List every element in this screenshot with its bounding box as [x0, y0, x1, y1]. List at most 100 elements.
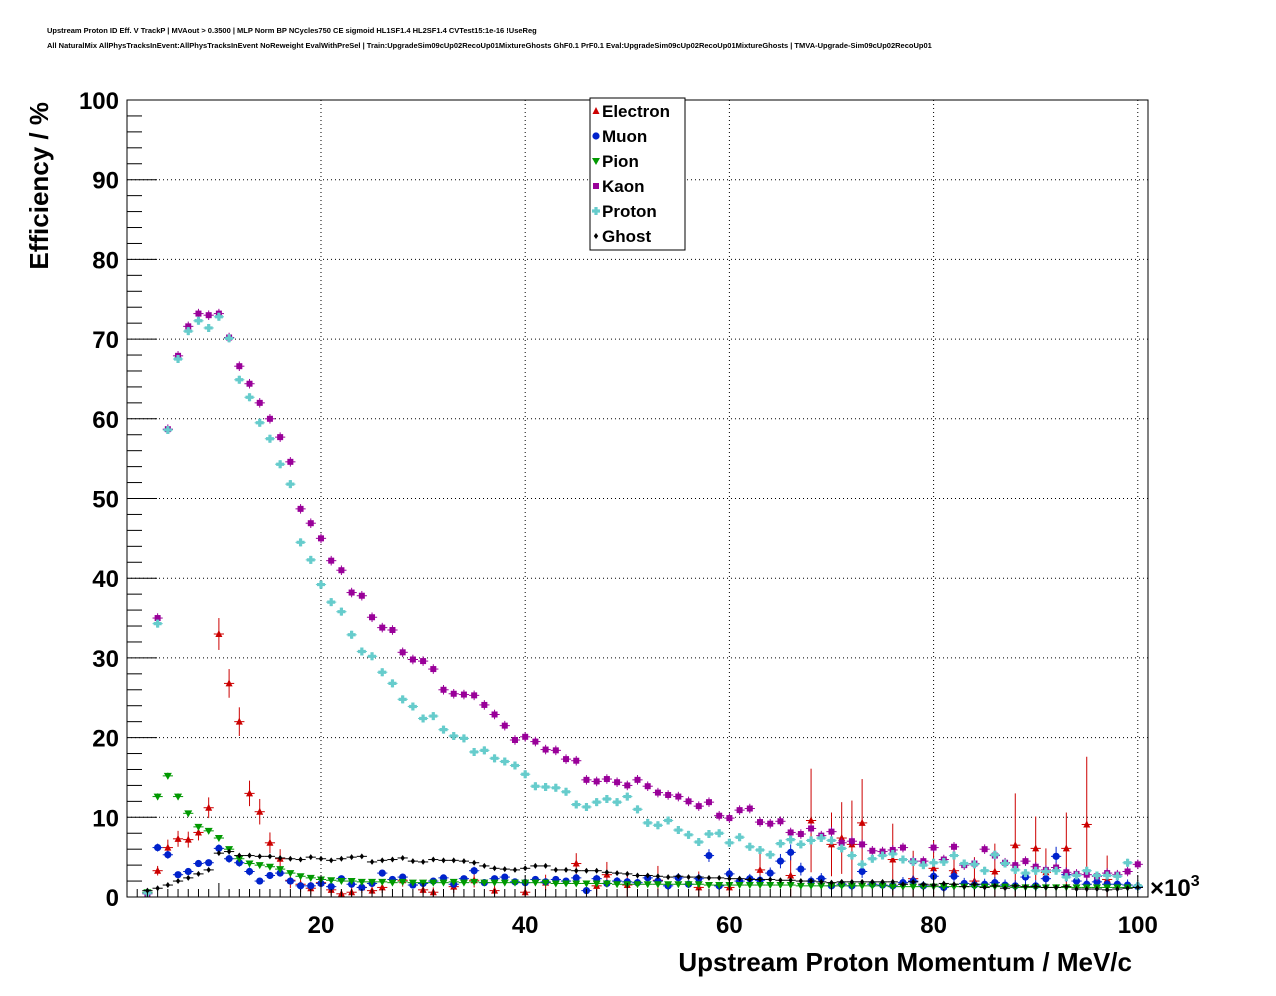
data-point: [315, 533, 327, 544]
marker: [153, 619, 162, 628]
data-point: [1040, 867, 1052, 876]
y-tick-label: 100: [79, 88, 119, 115]
marker: [246, 380, 253, 387]
marker: [654, 789, 661, 796]
marker: [378, 668, 387, 677]
marker: [328, 557, 335, 564]
data-point: [356, 647, 367, 656]
data-point: [724, 838, 735, 847]
data-point: [622, 780, 633, 791]
data-point: [734, 882, 745, 890]
marker: [643, 818, 652, 827]
data-point: [591, 880, 602, 888]
marker: [573, 757, 580, 764]
data-point: [887, 878, 898, 885]
data-point: [489, 865, 500, 872]
marker: [1062, 873, 1071, 882]
marker: [696, 874, 701, 881]
marker: [194, 859, 203, 868]
marker: [286, 480, 295, 489]
data-point: [254, 862, 265, 870]
marker: [644, 783, 651, 790]
marker: [378, 869, 386, 877]
marker: [868, 882, 877, 890]
data-point: [1020, 856, 1031, 866]
data-point: [520, 770, 531, 779]
legend-entry-kaon: Kaon: [593, 177, 645, 196]
data-point: [336, 878, 347, 886]
marker: [808, 825, 815, 832]
data-point: [203, 866, 214, 873]
data-point: [264, 863, 276, 871]
marker: [756, 882, 765, 890]
marker: [153, 793, 162, 801]
marker: [246, 789, 254, 797]
marker: [460, 691, 467, 698]
marker: [441, 857, 446, 864]
marker: [592, 132, 600, 140]
data-point: [622, 870, 633, 877]
data-point: [826, 826, 837, 837]
marker: [563, 756, 570, 763]
marker: [408, 702, 417, 711]
marker: [205, 859, 213, 867]
data-point: [172, 793, 184, 801]
marker: [880, 878, 885, 885]
marker: [410, 858, 416, 865]
marker: [919, 861, 928, 870]
marker: [369, 858, 375, 865]
marker: [847, 882, 856, 890]
data-point: [193, 316, 204, 325]
data-point: [754, 882, 766, 890]
data-point: [836, 878, 847, 885]
data-point: [591, 867, 602, 874]
marker: [766, 869, 774, 877]
data-point: [213, 312, 224, 321]
marker: [1001, 859, 1010, 868]
marker: [155, 885, 160, 892]
marker: [154, 615, 161, 622]
data-point: [407, 702, 418, 711]
data-point: [1051, 884, 1062, 891]
marker: [900, 881, 906, 888]
y-tick-label: 50: [92, 487, 119, 514]
marker: [296, 873, 305, 881]
data-point: [540, 862, 551, 869]
marker: [255, 862, 264, 870]
marker: [388, 679, 397, 688]
data-point: [714, 829, 725, 838]
marker: [215, 629, 223, 637]
data-point: [714, 882, 725, 890]
data-point: [765, 882, 776, 890]
marker: [206, 866, 211, 873]
data-point: [1020, 869, 1031, 878]
marker: [653, 881, 662, 889]
y-tick-label: 60: [92, 407, 119, 434]
data-point: [734, 875, 745, 882]
marker: [408, 879, 417, 887]
marker: [929, 858, 938, 867]
marker: [490, 754, 499, 763]
marker: [502, 866, 507, 873]
data-point: [601, 794, 612, 803]
x-tick-label: 60: [716, 912, 743, 939]
data-point: [172, 878, 184, 885]
data-point: [203, 859, 214, 867]
data-point: [213, 618, 224, 650]
data-point: [326, 857, 337, 864]
data-point: [948, 851, 960, 860]
data-point: [611, 870, 623, 877]
marker: [327, 877, 336, 885]
marker: [306, 555, 315, 564]
data-point: [417, 714, 429, 723]
marker: [184, 867, 192, 876]
data-point: [193, 859, 204, 868]
data-point: [816, 878, 827, 885]
data-point: [867, 854, 878, 863]
data-point: [846, 836, 858, 846]
marker: [572, 874, 580, 882]
legend-label: Electron: [602, 102, 670, 121]
marker: [653, 821, 662, 830]
data-point: [642, 818, 653, 827]
marker: [204, 323, 213, 332]
